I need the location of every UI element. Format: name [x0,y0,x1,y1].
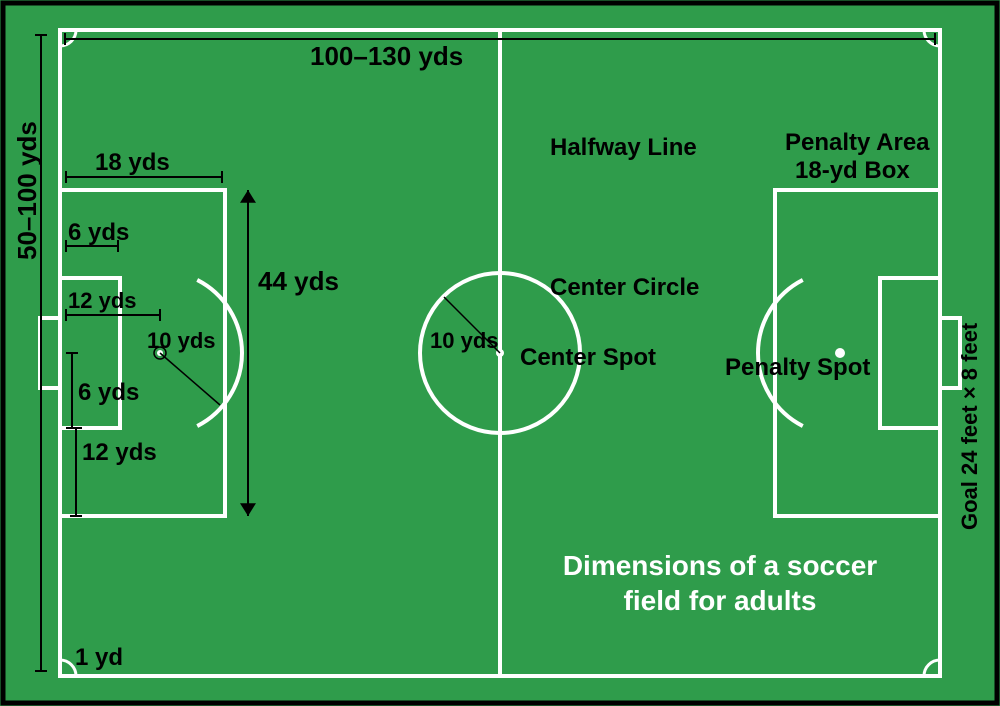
label-penalty_spot: Penalty Spot [725,354,870,381]
title-line1: Dimensions of a soccer [563,550,877,581]
dim-10yd-arc-label: 10 yds [147,328,216,353]
dim-left-label: 50–100 yds [12,121,42,260]
dim-44yd-label: 44 yds [258,266,339,296]
label-halfway: Halfway Line [550,134,697,161]
label-center_spot: Center Spot [520,344,656,371]
dim-6yd-v-label: 6 yds [78,379,139,406]
dim-goal-label: Goal 24 feet × 8 feet [957,322,982,530]
dim-6yd-label: 6 yds [68,219,129,246]
label-penalty_area_1: Penalty Area [785,129,930,156]
dim-12yd-v-label: 12 yds [82,439,157,466]
dim-top-label: 100–130 yds [310,41,463,71]
label-penalty_area_2: 18-yd Box [795,157,910,184]
title-line2: field for adults [624,585,817,616]
dim-18yd-label: 18 yds [95,149,170,176]
dim-1yd-label: 1 yd [75,644,123,671]
dim-10yd-center-label: 10 yds [430,328,499,353]
label-center_circle: Center Circle [550,274,699,301]
dim-12yd-label: 12 yds [68,288,137,313]
